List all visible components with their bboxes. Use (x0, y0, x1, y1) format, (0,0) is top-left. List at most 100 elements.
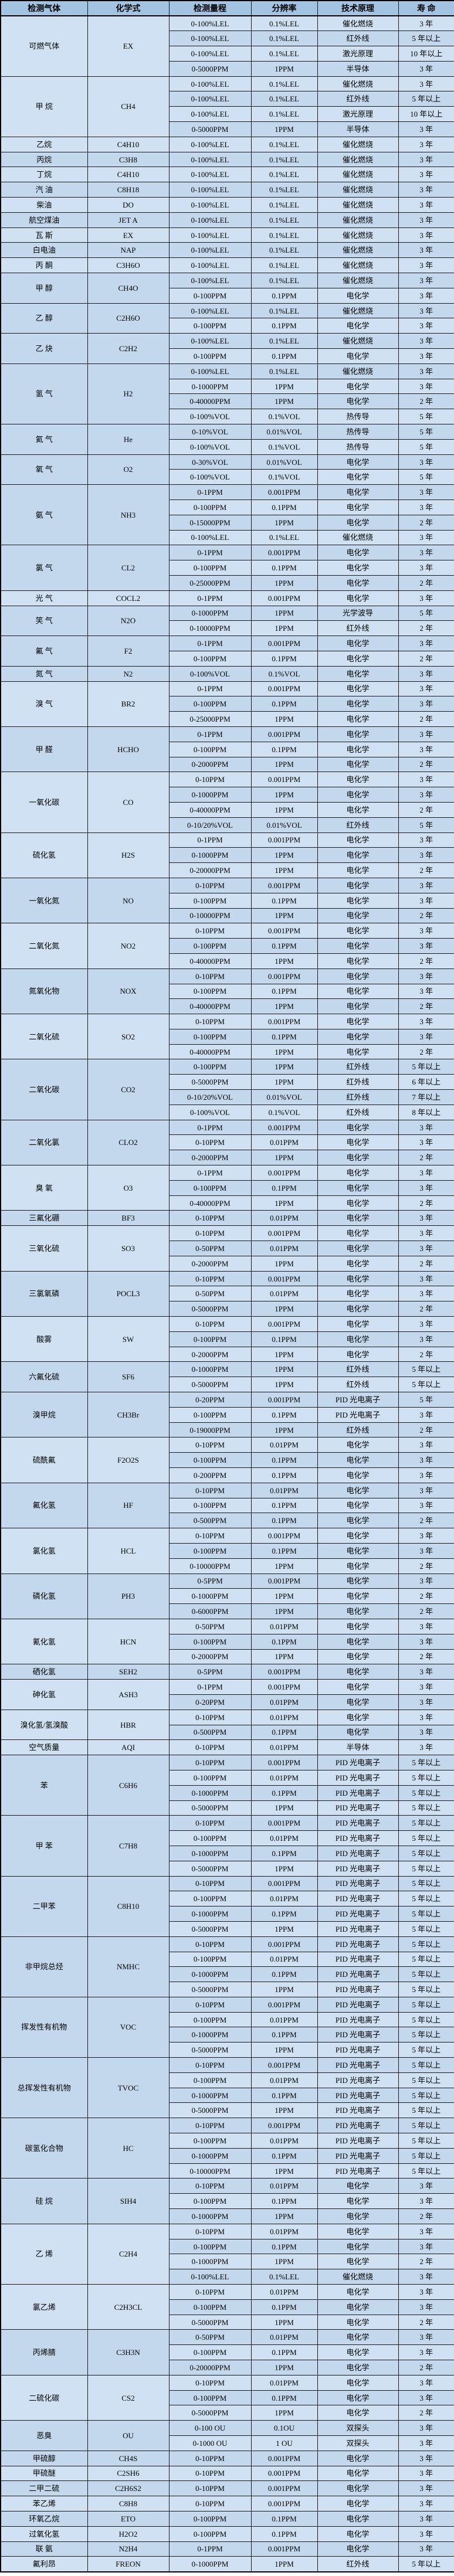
resolution-cell: 0.01%VOL (250, 424, 318, 440)
table-row: 0-40000PPM 1PPM 电化学 2 年 (1, 998, 454, 1015)
principle-cell: 热传导 (317, 439, 399, 455)
gas-name-cell: 丙 酮 (0, 257, 88, 274)
resolution-cell: 1PPM (250, 953, 318, 969)
principle-cell: 电化学 (317, 1467, 399, 1483)
gas-name-cell: 氟化氢 (0, 1482, 88, 1529)
range-cell: 0-20PPM (168, 1694, 252, 1710)
lifespan-cell: 2 年 (398, 1195, 454, 1211)
gas-name-cell: 乙烷 (0, 136, 88, 152)
lifespan-cell: 7 年以上 (398, 1089, 454, 1105)
gas-name-cell: 硫化氢 (0, 832, 88, 878)
lifespan-cell: 3 年 (398, 76, 454, 92)
lifespan-cell: 3 年 (398, 1134, 454, 1151)
gas-name-cell: 三氯氧磷 (0, 1270, 88, 1317)
range-cell: 0-10PPM (168, 2178, 252, 2194)
range-cell: 0-100%LEL (168, 182, 252, 198)
resolution-cell: 0.1%LEL (250, 303, 318, 319)
table-row: 0-100%LEL 0.1%LEL 催化燃烧 3 年 (1, 2269, 454, 2285)
table-row: 0-1000PPM 0.1PPM PID 光电离子 5 年以上 (1, 1966, 454, 1983)
range-cell: 0-5000PPM (168, 2405, 252, 2421)
lifespan-cell: 3 年 (398, 2450, 454, 2466)
principle-cell: 电化学 (317, 711, 399, 727)
gas-name-cell: 氢 气 (0, 363, 88, 425)
table-row: 0-1000PPM 0.1PPM PID 光电离子 5 年以上 (1, 2027, 454, 2043)
principle-cell: 激光原理 (317, 106, 399, 123)
resolution-cell: 0.1PPM (250, 1966, 318, 1983)
table-row: 三氯氧磷 POCL3 0-10PPM 0.001PPM 电化学 3 年 (0, 1270, 454, 1317)
formula-cell: HBR (87, 1709, 170, 1741)
range-cell: 0-5000PPM (168, 121, 252, 137)
lifespan-cell: 3 年 (398, 787, 454, 803)
resolution-cell: 1PPM (250, 2405, 318, 2421)
resolution-cell: 1PPM (250, 862, 318, 878)
formula-cell: HCN (87, 1618, 170, 1665)
table-row: 硫酰氟 F2O2S 0-10PPM 0.01PPM 电化学 3 年 (0, 1437, 454, 1483)
gas-name-cell: 甲 苯 (0, 1815, 88, 1877)
principle-cell: 电化学 (317, 1255, 399, 1272)
lifespan-cell: 2 年 (398, 801, 454, 818)
table-row: 二氧化氯 CLO2 0-1PPM 0.001PPM 电化学 3 年 (0, 1119, 454, 1166)
formula-cell: NH3 (87, 484, 170, 546)
lifespan-cell: 5 年以上 (398, 1860, 454, 1877)
table-row: 二氧化氮 NO2 0-10PPM 0.001PPM 电化学 3 年 (0, 923, 454, 969)
gas-name-cell: 恶臭 (0, 2420, 88, 2451)
gas-table-body: 可燃气体 EX 0-100%LEL 0.1%LEL 催化燃烧 3 年 0-100%LEL 0.… (0, 15, 454, 2572)
gas-name-cell: 氯化氢 (0, 1528, 88, 1574)
formula-cell: C3H8 (87, 151, 170, 168)
resolution-cell: 0.001PPM (250, 590, 318, 606)
lifespan-cell: 3 年 (398, 1739, 454, 1756)
formula-cell: BR2 (87, 681, 170, 727)
formula-cell: C8H18 (87, 182, 170, 198)
header-principle: 技术原理 (317, 0, 399, 16)
lifespan-cell: 2 年 (398, 620, 454, 637)
formula-cell: CH4S (87, 2450, 170, 2466)
formula-cell: DO (87, 197, 170, 213)
resolution-cell: 0.001PPM (250, 484, 318, 500)
table-row: 氟化氢 HF 0-10PPM 0.01PPM 电化学 3 年 (0, 1482, 454, 1529)
lifespan-cell: 5 年以上 (398, 2011, 454, 2028)
gas-name-cell: 硅 烷 (0, 2178, 88, 2224)
principle-cell: 电化学 (317, 2390, 399, 2406)
principle-cell: 电化学 (317, 998, 399, 1015)
principle-cell: 电化学 (317, 1225, 399, 1242)
formula-cell: HF (87, 1482, 170, 1529)
table-row: 丙 酮 C3H6O 0-100%LEL 0.1%LEL 催化燃烧 3 年 (0, 257, 454, 274)
table-row: 0-2000PPM 1PPM 电化学 2 年 (1, 756, 454, 773)
table-row: 0-10000PPM 1PPM PID 光电离子 5 年以上 (1, 2163, 454, 2179)
table-row: 氮 气 N2 0-100%VOL 0.1%VOL 电化学 3 年 (0, 665, 454, 682)
table-row: 氟 气 F2 0-1PPM 0.001PPM 电化学 3 年 (0, 635, 454, 667)
lifespan-cell: 3 年 (398, 2329, 454, 2346)
resolution-cell: 1PPM (250, 2556, 318, 2572)
table-row: 苯乙烯 C8H8 0-10PPM 0.001PPM 电化学 3 年 (0, 2496, 454, 2512)
table-row: 柴油 DO 0-100%LEL 0.1%LEL 催化燃烧 3 年 (0, 197, 454, 213)
lifespan-cell: 5 年以上 (398, 1966, 454, 1983)
range-cell: 0-40000PPM (168, 998, 252, 1015)
range-cell: 0-200PPM (168, 1467, 252, 1483)
range-cell: 0-10000PPM (168, 2163, 252, 2179)
resolution-cell: 1PPM (250, 1346, 318, 1362)
formula-cell: O3 (87, 1165, 170, 1211)
table-row: 甲 烷 CH4 0-100%LEL 0.1%LEL 催化燃烧 3 年 (0, 76, 454, 137)
formula-cell: SEH2 (87, 1664, 170, 1680)
range-cell: 0-100 OU (168, 2420, 252, 2436)
principle-cell: 电化学 (317, 1694, 399, 1710)
table-row: 0-10000PPM 1PPM 电化学 2 年 (1, 1558, 454, 1574)
resolution-cell: 0.1PPM (250, 1845, 318, 1861)
table-row: 甲硫醚 C2SH6 0-10PPM 0.001PPM 电化学 3 年 (0, 2465, 454, 2482)
principle-cell: 电化学 (317, 635, 399, 651)
gas-name-cell: 甲硫醇 (0, 2450, 88, 2466)
table-row: 氰化氢 HCN 0-50PPM 0.01PPM 电化学 3 年 (0, 1618, 454, 1665)
table-row: 0-500PPM 0.1PPM 电化学 2 年 (1, 1513, 454, 1529)
gas-name-cell: 一氧化氮 (0, 877, 88, 924)
resolution-cell: 0.01%VOL (250, 454, 318, 470)
principle-cell: 红外线 (317, 1361, 399, 1378)
lifespan-cell: 5 年 (398, 439, 454, 455)
lifespan-cell: 3 年 (398, 983, 454, 1000)
formula-cell: EX (87, 15, 170, 77)
header-lifespan: 寿 命 (398, 0, 454, 16)
lifespan-cell: 2 年 (398, 1255, 454, 1272)
formula-cell: F2O2S (87, 1437, 170, 1483)
resolution-cell: 0.1PPM (250, 2526, 318, 2542)
table-row: 0-100PPM 0.1PPM 电化学 3 年 (1, 1028, 454, 1045)
resolution-cell: 1PPM (250, 2163, 318, 2179)
